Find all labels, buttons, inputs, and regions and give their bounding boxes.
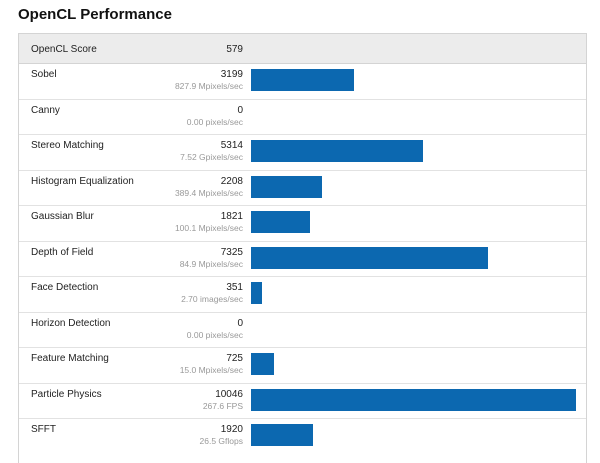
- summary-label: OpenCL Score: [31, 44, 97, 55]
- results-panel: OpenCL Score 579 Sobel 3199 827.9 Mpixels/…: [18, 33, 587, 463]
- test-score: 1821: [220, 211, 243, 222]
- summary-header: OpenCL Score 579: [19, 34, 586, 64]
- test-score: 725: [226, 353, 243, 364]
- test-row-gaussian-blur: Gaussian Blur 1821 100.1 Mpixels/sec: [19, 206, 586, 242]
- score-bar: [251, 140, 423, 162]
- test-row-canny: Canny 0 0.00 pixels/sec: [19, 100, 586, 135]
- test-row-depth-of-field: Depth of Field 7325 84.9 Mpixels/sec: [19, 242, 586, 277]
- test-score: 3199: [220, 69, 243, 80]
- test-rate: 26.5 Gflops: [199, 436, 243, 446]
- test-rate: 84.9 Mpixels/sec: [179, 258, 243, 269]
- score-bar: [251, 388, 576, 411]
- test-score: 2208: [220, 175, 243, 187]
- test-score: 10046: [215, 388, 243, 400]
- page-title: OpenCL Performance: [18, 6, 172, 23]
- test-score: 0: [237, 317, 243, 329]
- test-row-sobel: Sobel 3199 827.9 Mpixels/sec: [19, 64, 586, 100]
- test-score: 7325: [220, 246, 243, 258]
- test-row-feature-matching: Feature Matching 725 15.0 Mpixels/sec: [19, 348, 586, 384]
- test-row-face-detection: Face Detection 351 2.70 images/sec: [19, 277, 586, 313]
- test-score: 0: [237, 104, 243, 116]
- score-bar: [251, 246, 488, 269]
- score-bar: [251, 353, 274, 375]
- test-name: Gaussian Blur: [31, 211, 94, 222]
- test-rate: 7.52 Gpixels/sec: [180, 152, 243, 162]
- score-bar: [251, 211, 310, 233]
- score-bar: [251, 424, 313, 446]
- test-row-horizon-detection: Horizon Detection 0 0.00 pixels/sec: [19, 313, 586, 348]
- test-name: Stereo Matching: [31, 140, 104, 151]
- test-row-particle-physics: Particle Physics 10046 267.6 FPS: [19, 384, 586, 419]
- test-score: 5314: [220, 140, 243, 151]
- test-rate: 0.00 pixels/sec: [186, 329, 243, 340]
- score-bar: [251, 282, 262, 304]
- test-name: Horizon Detection: [31, 317, 111, 329]
- test-row-stereo-matching: Stereo Matching 5314 7.52 Gpixels/sec: [19, 135, 586, 171]
- test-name: Histogram Equalization: [31, 175, 134, 187]
- score-bar: [251, 175, 322, 198]
- test-name: SFFT: [31, 424, 56, 435]
- test-rate: 0.00 pixels/sec: [186, 116, 243, 127]
- test-row-histogram-equalization: Histogram Equalization 2208 389.4 Mpixels/…: [19, 171, 586, 206]
- test-name: Canny: [31, 104, 60, 116]
- test-rate: 2.70 images/sec: [181, 294, 243, 304]
- test-score: 1920: [220, 424, 243, 435]
- test-score: 351: [226, 282, 243, 293]
- test-name: Feature Matching: [31, 353, 109, 364]
- test-rate: 100.1 Mpixels/sec: [174, 223, 243, 233]
- test-rate: 827.9 Mpixels/sec: [174, 81, 243, 91]
- test-rate: 15.0 Mpixels/sec: [179, 365, 243, 375]
- test-rate: 389.4 Mpixels/sec: [174, 187, 243, 198]
- test-name: Depth of Field: [31, 246, 94, 258]
- score-bar: [251, 69, 354, 91]
- test-name: Particle Physics: [31, 388, 102, 400]
- test-name: Face Detection: [31, 282, 99, 293]
- test-rate: 267.6 FPS: [202, 400, 243, 411]
- summary-score: 579: [226, 44, 243, 55]
- test-row-sfft: SFFT 1920 26.5 Gflops: [19, 419, 586, 455]
- test-name: Sobel: [31, 69, 57, 80]
